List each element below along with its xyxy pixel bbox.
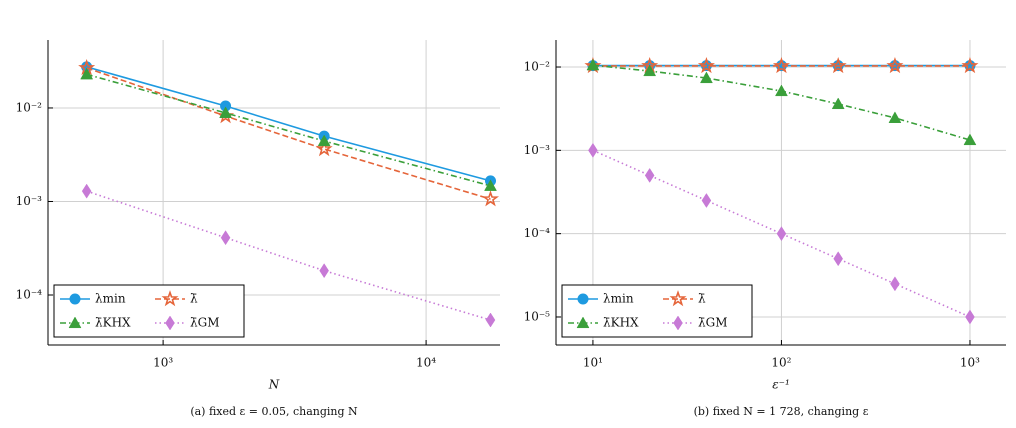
legend-label: λ̄ [190,292,198,306]
marker [165,315,175,331]
x-tick-label: 10² [771,356,791,370]
marker [220,100,232,112]
marker [220,230,231,246]
marker [68,316,82,329]
marker [161,290,179,307]
legend-label: λmin [603,292,634,306]
marker [888,111,902,123]
marker [577,293,589,305]
marker [219,106,233,118]
x-axis-label: ε⁻¹ [772,378,790,392]
marker [576,316,590,329]
legend-label: λ̄GM [190,316,219,330]
caption: (b) fixed N = 1 728, changing ε [694,405,869,418]
x-tick-label: 10¹ [583,356,603,370]
marker [775,84,788,97]
y-tick-label: 10⁻² [524,60,551,74]
marker [890,276,900,292]
marker [833,251,843,267]
marker [697,57,715,74]
line [86,190,491,321]
line [86,66,491,182]
legend-label: λ̄ [698,292,706,306]
marker [669,290,687,307]
legend-box [53,284,245,338]
marker [80,67,94,80]
x-axis-label: N [268,378,280,392]
line [86,67,491,200]
marker [319,263,329,279]
legend-label: λ̄KHX [603,316,639,330]
marker [588,142,598,158]
legend-label: λ̄KHX [95,316,131,330]
y-tick-label: 10⁻³ [524,143,551,157]
caption: (a) fixed ε = 0.05, changing N [190,405,358,418]
marker [315,140,333,157]
marker [699,71,713,84]
y-tick-label: 10⁻³ [16,194,43,208]
x-tick-label: 10⁴ [416,356,436,370]
marker [673,315,683,331]
x-tick-label: 10³ [960,356,980,370]
line [86,73,491,187]
legend-label: λmin [95,292,126,306]
legend-box [561,284,753,338]
marker [81,183,92,199]
marker [484,179,497,191]
legend-label: λ̄GM [698,316,727,330]
marker [317,134,331,147]
marker [886,57,904,74]
marker [482,190,500,207]
marker [963,133,977,146]
marker [69,293,81,305]
marker [961,57,979,74]
y-tick-label: 10⁻² [16,100,43,114]
marker [829,57,847,74]
marker [485,312,496,328]
marker [644,167,655,183]
marker [776,226,787,242]
y-tick-label: 10⁻⁵ [524,309,551,323]
marker [772,57,790,74]
marker [586,58,600,71]
marker [643,64,657,77]
x-tick-label: 10³ [153,356,173,370]
y-tick-label: 10⁻⁴ [16,288,43,302]
marker [701,193,712,208]
marker [965,309,975,325]
y-tick-label: 10⁻⁴ [524,226,551,240]
marker [831,97,845,110]
